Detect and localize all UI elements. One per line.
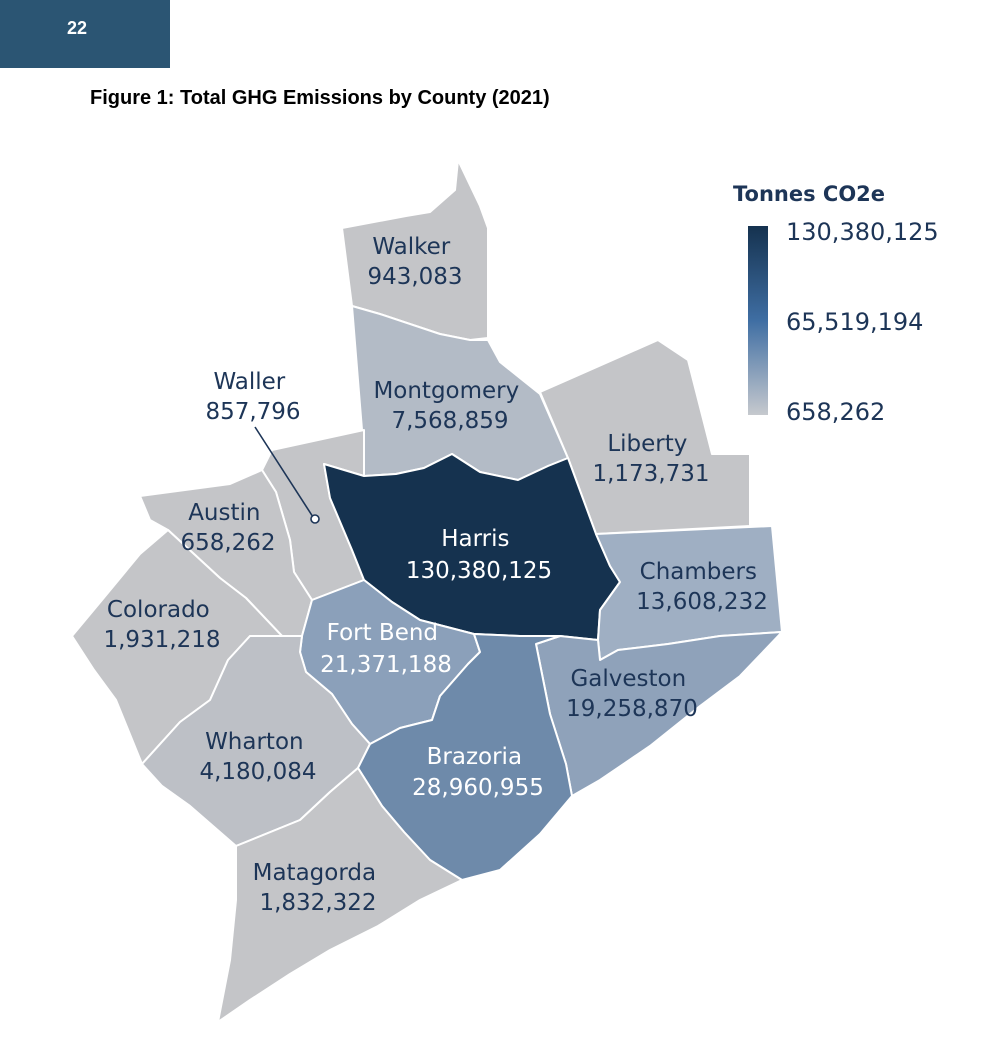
- county-value: 19,258,870: [566, 696, 698, 722]
- legend-title: Tonnes CO2e: [733, 182, 885, 206]
- legend-max-value: 130,380,125: [786, 218, 939, 246]
- county-name: Colorado: [107, 597, 210, 623]
- county-value: 658,262: [180, 530, 275, 556]
- county-value: 943,083: [367, 264, 462, 290]
- county-value: 1,173,731: [592, 461, 709, 487]
- legend-color-bar: [748, 226, 768, 415]
- county-value: 1,832,322: [259, 890, 376, 916]
- county-name: Galveston: [570, 666, 686, 692]
- county-value: 28,960,955: [412, 775, 544, 801]
- county-name: Harris: [441, 526, 509, 552]
- county-value: 1,931,218: [103, 627, 220, 653]
- county-value: 13,608,232: [636, 589, 768, 615]
- county-value: 21,371,188: [320, 652, 452, 678]
- county-name: Waller: [213, 369, 285, 395]
- county-name: Matagorda: [253, 860, 376, 886]
- legend-mid-value: 65,519,194: [786, 308, 923, 336]
- county-name: Montgomery: [373, 378, 519, 404]
- county-value: 130,380,125: [406, 558, 552, 584]
- county-name: Chambers: [640, 559, 757, 585]
- county-name: Fort Bend: [327, 620, 438, 646]
- waller-leader-dot: [311, 515, 319, 523]
- county-value: 4,180,084: [199, 759, 316, 785]
- label-waller: Waller 857,796: [205, 369, 300, 425]
- legend-min-value: 658,262: [786, 398, 885, 426]
- county-name: Walker: [372, 234, 450, 260]
- county-name: Wharton: [205, 729, 304, 755]
- county-value: 7,568,859: [391, 408, 508, 434]
- county-name: Brazoria: [427, 744, 522, 770]
- county-name: Austin: [188, 500, 260, 526]
- county-name: Liberty: [607, 431, 687, 457]
- color-legend: Tonnes CO2e 130,380,125 65,519,194 658,2…: [733, 182, 939, 426]
- county-value: 857,796: [205, 399, 300, 425]
